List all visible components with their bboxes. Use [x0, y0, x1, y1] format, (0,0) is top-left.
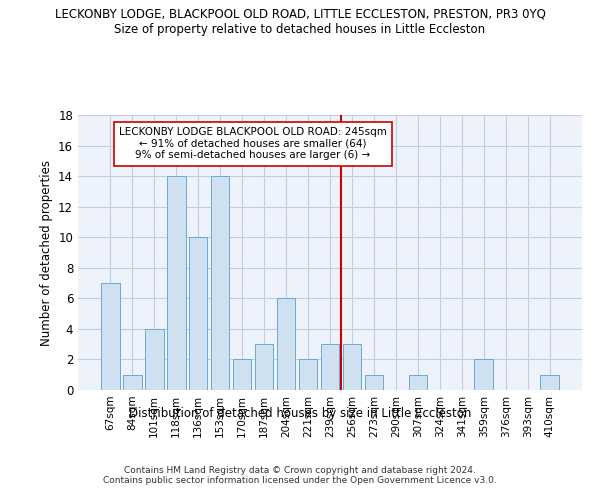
- Bar: [343, 344, 361, 390]
- Text: LECKONBY LODGE, BLACKPOOL OLD ROAD, LITTLE ECCLESTON, PRESTON, PR3 0YQ: LECKONBY LODGE, BLACKPOOL OLD ROAD, LITT…: [55, 8, 545, 20]
- Bar: [541, 374, 559, 390]
- Bar: [365, 374, 383, 390]
- Bar: [277, 298, 295, 390]
- Y-axis label: Number of detached properties: Number of detached properties: [40, 160, 53, 346]
- Bar: [167, 176, 185, 390]
- Text: Size of property relative to detached houses in Little Eccleston: Size of property relative to detached ho…: [115, 22, 485, 36]
- Bar: [320, 344, 340, 390]
- Bar: [211, 176, 229, 390]
- Text: LECKONBY LODGE BLACKPOOL OLD ROAD: 245sqm
← 91% of detached houses are smaller (: LECKONBY LODGE BLACKPOOL OLD ROAD: 245sq…: [119, 127, 387, 160]
- Bar: [255, 344, 274, 390]
- Bar: [233, 360, 251, 390]
- Bar: [189, 237, 208, 390]
- Text: Distribution of detached houses by size in Little Eccleston: Distribution of detached houses by size …: [129, 408, 471, 420]
- Bar: [409, 374, 427, 390]
- Text: Contains HM Land Registry data © Crown copyright and database right 2024.
Contai: Contains HM Land Registry data © Crown c…: [103, 466, 497, 485]
- Bar: [123, 374, 142, 390]
- Bar: [475, 360, 493, 390]
- Bar: [299, 360, 317, 390]
- Bar: [145, 329, 164, 390]
- Bar: [101, 283, 119, 390]
